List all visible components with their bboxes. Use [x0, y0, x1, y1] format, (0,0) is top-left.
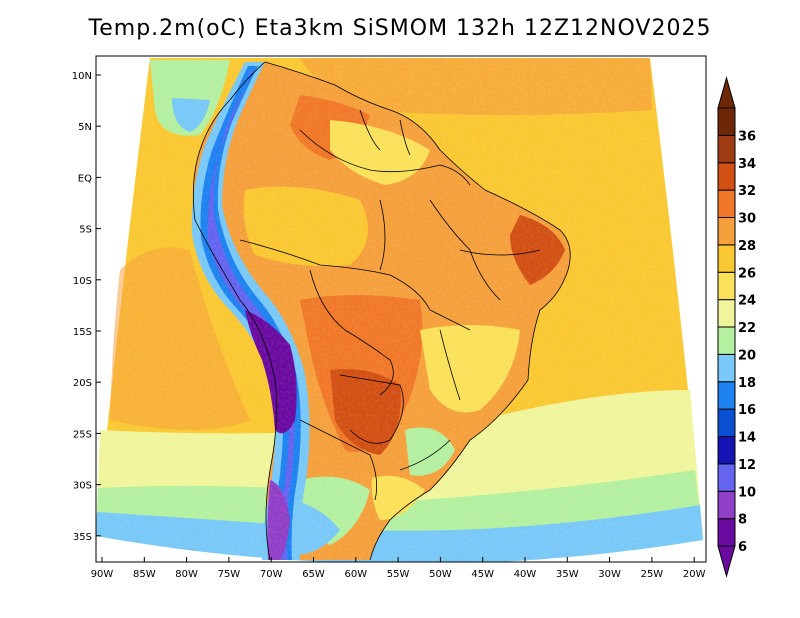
colorbar-label: 16	[738, 403, 756, 418]
colorbar-label: 24	[738, 294, 756, 309]
colorbar-arrow-top	[717, 76, 736, 109]
map-title: Temp.2m(oC) Eta3km SiSMOM 132h 12Z12NOV2…	[88, 16, 712, 41]
lat-tick-label: 5S	[79, 225, 92, 236]
lon-tick-label: 60W	[344, 569, 367, 580]
lon-tick-label: 75W	[218, 569, 241, 580]
lon-tick-label: 65W	[302, 569, 325, 580]
lon-tick-label: 85W	[133, 569, 156, 580]
political-boundaries	[192, 61, 571, 561]
colorbar-label: 10	[738, 485, 756, 500]
colorbar-swatch	[717, 463, 736, 492]
colorbar-swatch	[717, 162, 736, 191]
coastline	[264, 61, 571, 561]
lon-tick-label: 40W	[514, 569, 537, 580]
colorbar-swatch	[717, 326, 736, 355]
colorbar-label: 34	[738, 157, 756, 172]
colorbar-swatch	[717, 353, 736, 383]
colorbar-label: 18	[738, 376, 756, 391]
colorbar-label: 28	[738, 239, 756, 254]
colorbar-swatch	[717, 299, 736, 328]
map-frame	[95, 55, 707, 563]
colorbar-swatch	[717, 271, 736, 301]
colorbar-swatch	[717, 490, 736, 520]
lat-tick-label: 25S	[73, 429, 92, 440]
colorbar-label: 6	[738, 540, 747, 555]
border-states-3	[459, 249, 541, 256]
colorbar-swatch	[717, 244, 736, 273]
lon-tick-label: 45W	[471, 569, 494, 580]
border-paraguay	[339, 374, 404, 444]
lon-tick-label: 35W	[556, 569, 579, 580]
border-brazil-west	[239, 239, 471, 331]
colorbar-arrow-bottom	[717, 545, 736, 578]
lat-tick-label: 20S	[73, 378, 92, 389]
lon-tick-label: 25W	[641, 569, 664, 580]
border-states-5	[399, 439, 451, 471]
lat-tick-label: 10S	[73, 276, 92, 287]
colorbar-swatch	[717, 217, 736, 246]
latitude-axis: 10N 5N EQ 5S 10S 15S 20S 25S 30S 35S	[72, 71, 101, 543]
colorbar-swatch	[717, 134, 736, 164]
colorbar: 6 8 10 12 14 16 18 20 22 24 26 28 30 32 34 36	[717, 76, 756, 578]
coastline-west	[192, 61, 278, 561]
lon-tick-label: 30W	[598, 569, 621, 580]
colorbar-swatch	[717, 189, 736, 218]
lat-tick-label: 15S	[73, 327, 92, 338]
border-states-2	[379, 199, 386, 271]
lon-tick-label: 70W	[260, 569, 283, 580]
map-field	[96, 56, 706, 562]
colorbar-swatch	[717, 518, 736, 547]
border-guianas	[359, 109, 411, 156]
colorbar-label: 22	[738, 321, 756, 336]
lon-tick-label: 20W	[683, 569, 706, 580]
colorbar-label: 20	[738, 348, 756, 363]
lat-tick-label: 30S	[73, 481, 92, 492]
border-states-4	[439, 329, 461, 401]
colorbar-label: 12	[738, 458, 756, 473]
lon-tick-label: 55W	[387, 569, 410, 580]
lat-tick-label: 5N	[78, 122, 92, 133]
lat-tick-label: 10N	[72, 71, 92, 82]
lon-tick-label: 50W	[429, 569, 452, 580]
colorbar-label: 8	[738, 513, 747, 528]
colorbar-swatch	[717, 381, 736, 410]
lat-tick-label: 35S	[73, 532, 92, 543]
border-bolivia	[309, 269, 394, 396]
colorbar-swatch	[717, 408, 736, 437]
longitude-axis: 90W 85W 80W 75W 70W 65W 60W 55W 50W 45W 40W 35W 30W 2…	[91, 557, 706, 580]
lat-tick-label: EQ	[78, 173, 92, 184]
border-brazil-north	[299, 129, 471, 186]
border-states-1	[429, 199, 501, 301]
colorbar-label: 30	[738, 212, 756, 227]
colorbar-label: 32	[738, 184, 756, 199]
border-argentina	[299, 419, 378, 501]
field-texture	[96, 56, 706, 562]
colorbar-label: 26	[738, 266, 756, 281]
lon-tick-label: 90W	[91, 569, 114, 580]
lon-tick-label: 80W	[175, 569, 198, 580]
colorbar-swatch	[717, 107, 736, 136]
colorbar-swatch	[717, 436, 736, 465]
colorbar-label: 36	[738, 129, 756, 144]
colorbar-label: 14	[738, 431, 756, 446]
